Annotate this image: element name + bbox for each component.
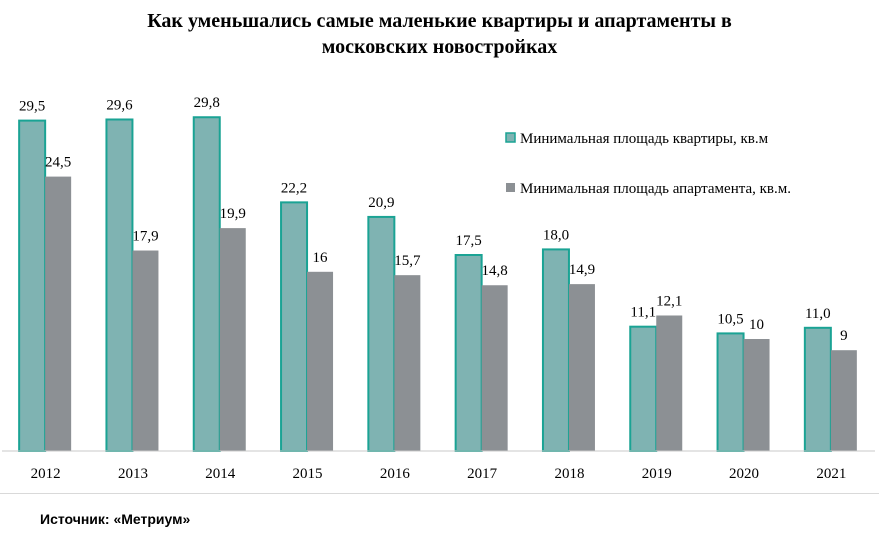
data-label-apart-2021: 9: [840, 328, 848, 344]
bar-apartment-2013: [105, 118, 134, 452]
bar-apartment-2018: [541, 248, 570, 452]
data-label-apart-2017: 14,8: [482, 263, 508, 279]
data-label-apartment-2014: 29,8: [194, 95, 220, 111]
data-label-apartment-2019: 11,1: [630, 305, 656, 321]
bar-apartment-2015: [280, 201, 309, 452]
bar-chart: 29,5 24,5 2012 29,6 17,9 2013 29,8 19,9 2014 22,2…: [2, 95, 875, 482]
x-tick-label-2014: 2014: [205, 466, 236, 482]
legend-swatch-apartment: [505, 132, 516, 143]
x-tick-label-2021: 2021: [816, 466, 846, 482]
data-label-apart-2018: 14,9: [569, 262, 595, 278]
legend-label-apart: Минимальная площадь апартамента, кв.м.: [520, 181, 791, 197]
x-tick-label-2015: 2015: [293, 466, 323, 482]
data-label-apart-2019: 12,1: [656, 293, 682, 309]
data-label-apart-2014: 19,9: [220, 206, 246, 222]
bar-apartment-2014: [192, 116, 221, 453]
data-label-apart-2016: 15,7: [394, 253, 421, 269]
bar-apart-2018: [568, 284, 595, 451]
legend-label-apartment: Минимальная площадь квартиры, кв.м: [520, 131, 769, 147]
bar-apartment-2021: [803, 326, 832, 452]
legend-swatch-apart: [506, 183, 515, 192]
data-label-apart-2015: 16: [313, 250, 329, 266]
bar-apartment-2012: [18, 119, 47, 452]
x-tick-label-2016: 2016: [380, 466, 411, 482]
bar-apart-2015: [307, 271, 334, 451]
data-label-apartment-2018: 18,0: [543, 227, 569, 243]
x-tick-label-2018: 2018: [554, 466, 584, 482]
x-tick-label-2013: 2013: [118, 466, 148, 482]
x-tick-label-2020: 2020: [729, 466, 759, 482]
x-tick-label-2017: 2017: [467, 466, 498, 482]
bar-apart-2012: [45, 176, 72, 451]
data-label-apartment-2012: 29,5: [19, 99, 45, 115]
x-tick-label-2019: 2019: [642, 466, 672, 482]
data-label-apart-2020: 10: [749, 317, 764, 333]
source-note: Источник: «Метриум»: [40, 511, 191, 527]
bar-apart-2019: [656, 315, 683, 451]
data-label-apart-2012: 24,5: [45, 155, 71, 171]
divider: [0, 493, 879, 494]
bar-apart-2014: [219, 228, 246, 451]
bar-apartment-2020: [716, 332, 745, 452]
bar-apartment-2017: [454, 254, 483, 452]
bar-apart-2013: [132, 250, 159, 451]
x-tick-label-2012: 2012: [31, 466, 61, 482]
chart-title: Как уменьшались самые маленькие квартиры…: [147, 10, 732, 58]
bar-apart-2017: [481, 285, 508, 451]
data-label-apartment-2013: 29,6: [106, 97, 133, 113]
data-label-apart-2013: 17,9: [132, 229, 158, 245]
data-label-apartment-2020: 10,5: [717, 311, 743, 327]
data-label-apartment-2015: 22,2: [281, 180, 307, 196]
bar-apart-2021: [830, 350, 857, 451]
data-label-apartment-2016: 20,9: [368, 195, 394, 211]
data-label-apartment-2017: 17,5: [456, 233, 482, 249]
bar-apartment-2019: [629, 325, 658, 452]
bar-apartment-2016: [367, 215, 396, 452]
bar-apart-2016: [394, 275, 421, 451]
data-label-apartment-2021: 11,0: [805, 306, 831, 322]
bar-apart-2020: [743, 339, 770, 451]
